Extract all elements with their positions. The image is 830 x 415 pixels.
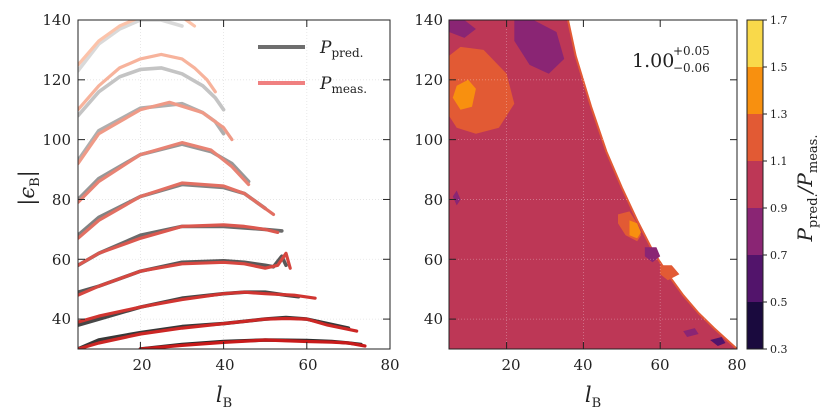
ratio-annotation-upper: +0.05 [673,44,710,58]
left-ytick-label: 60 [52,251,71,269]
meas-curve [78,20,197,67]
legend-label-meas: Pmeas. [319,74,367,96]
right-panel: 20 40 60 80 40 60 80 100 120 140 lB 1.00… [414,11,746,411]
colorbar-ticks: 0.3 0.5 0.7 0.9 1.1 1.3 1.5 1.7 [763,14,788,356]
right-ytick-label: 60 [424,251,443,269]
colorbar-tick-label: 1.7 [770,14,788,27]
contour-region [644,247,661,263]
contour-region [629,220,641,239]
contour-edge-band [567,20,737,349]
contour-region [452,79,476,110]
colorbar-label: Ppred./Pmeas. [793,135,821,243]
left-xtick-label: 80 [380,356,399,374]
left-ytick-label: 140 [42,11,71,29]
right-ticks [449,19,738,349]
meas-curve [78,316,359,349]
right-ytick-label: 120 [414,71,443,89]
right-xlabel: lB [585,383,601,411]
colorbar-block [747,161,763,208]
meas-curve [138,338,367,349]
meas-curve [78,223,280,267]
right-ytick-label: 100 [414,131,443,149]
contour-region [449,46,515,134]
contour-region [683,328,699,337]
legend-label-pred: Ppred. [319,38,363,60]
colorbar-tick-label: 0.9 [770,202,788,215]
contour-region [449,20,476,38]
left-gridlines [78,19,391,349]
left-ticks [78,19,391,349]
colorbar-frame [746,19,764,350]
right-gridlines [449,19,738,349]
colorbar-block [747,255,763,302]
right-ytick-label: 80 [424,191,443,209]
pred-curve [78,20,184,73]
colorbar-tick-label: 1.5 [770,61,788,74]
contour-region [514,20,565,74]
right-xtick-label: 40 [573,356,592,374]
contour-region [710,337,726,346]
contour-region [660,265,680,281]
right-xtick-label: 20 [501,356,520,374]
right-axes-frame [448,19,738,350]
left-ytick-label: 80 [52,191,71,209]
colorbar: 0.3 0.5 0.7 0.9 1.1 1.3 1.5 1.7 Ppred./Pmeas. [746,14,821,356]
ratio-annotation-lower: −0.06 [673,61,710,75]
contour-region [452,190,461,206]
colorbar-block [747,67,763,114]
colorbar-tick-label: 0.7 [770,249,788,262]
left-axes-frame [77,19,391,350]
right-xtick-label: 80 [727,356,746,374]
colorbar-block [747,208,763,255]
colorbar-tick-label: 1.1 [770,155,788,168]
left-series-group [78,20,367,349]
colorbar-blocks [747,20,763,349]
meas-curve [78,251,292,297]
left-ytick-label: 40 [52,310,71,328]
meas-curve [78,52,217,112]
contour-base-region [449,20,737,349]
left-xtick-label: 20 [132,356,151,374]
colorbar-block [747,302,763,349]
right-ytick-label: 40 [424,310,443,328]
legend: Ppred. Pmeas. [258,38,367,96]
ratio-annotation: 1.00 [632,50,674,72]
right-contour-group [449,20,737,349]
colorbar-tick-label: 1.3 [770,108,788,121]
pred-curve [78,254,288,294]
left-panel: 20 40 60 80 40 60 80 100 120 140 lB |ϵB|… [15,11,400,411]
meas-curve [78,100,234,166]
left-ytick-label: 120 [42,71,71,89]
meas-curve [78,141,251,204]
meas-curve [78,181,276,240]
meas-curve [78,290,317,324]
right-xtick-label: 60 [650,356,669,374]
left-xtick-label: 60 [298,356,317,374]
right-ytick-label: 140 [414,11,443,29]
colorbar-tick-label: 0.3 [770,343,788,356]
left-ylabel: |ϵB| [15,170,43,205]
left-ytick-label: 100 [42,131,71,149]
colorbar-block [747,114,763,161]
colorbar-tick-label: 0.5 [770,296,788,309]
pred-curve [78,66,226,118]
left-xtick-label: 40 [215,356,234,374]
left-xlabel: lB [216,383,232,411]
colorbar-block [747,20,763,67]
